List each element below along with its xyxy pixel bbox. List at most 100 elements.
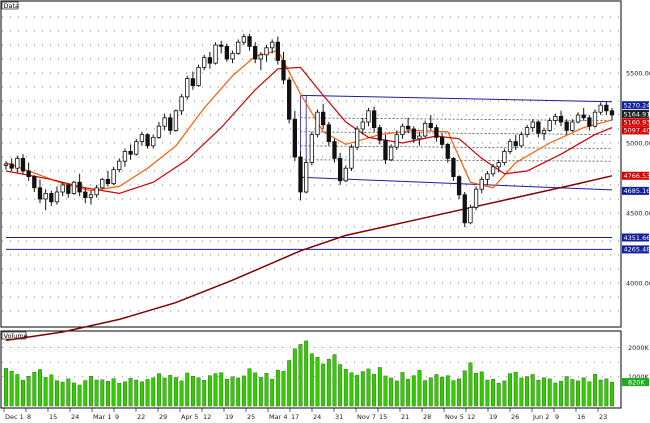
- price-bar: [326, 124, 331, 143]
- price-bar: [394, 134, 399, 148]
- volume-bar: [508, 373, 513, 407]
- volume-bar: [219, 372, 224, 407]
- price-bar: [570, 121, 575, 131]
- volume-panel-title: Volume: [4, 332, 28, 340]
- volume-bar: [151, 377, 156, 407]
- price-bar: [332, 141, 337, 159]
- x-tick-label: 29: [159, 413, 167, 421]
- price-bar: [445, 143, 450, 159]
- volume-bar: [247, 368, 252, 407]
- x-tick-label: 21: [401, 413, 409, 421]
- price-bar: [37, 187, 43, 200]
- x-tick-label: Apr 5: [181, 413, 198, 421]
- price-bar: [134, 141, 139, 155]
- volume-bars: [4, 340, 614, 407]
- price-bar: [270, 41, 275, 49]
- price-bar: [524, 127, 530, 135]
- volume-bar: [77, 384, 82, 407]
- volume-bar: [241, 375, 246, 407]
- price-bar: [77, 181, 82, 193]
- price-bar: [15, 157, 20, 169]
- price-bar: [9, 163, 14, 169]
- volume-bar: [94, 379, 99, 407]
- volume-bar: [38, 369, 42, 407]
- volume-bar: [553, 382, 558, 407]
- price-bar: [49, 192, 54, 203]
- volume-bar: [400, 372, 405, 407]
- volume-bar: [128, 378, 133, 407]
- price-bar: [94, 187, 99, 196]
- price-bar: [20, 157, 26, 172]
- volume-bar: [485, 379, 490, 407]
- price-badge: [622, 118, 649, 127]
- volume-tick-label: 1000K: [628, 373, 650, 381]
- price-bar: [224, 46, 230, 60]
- price-bar: [304, 162, 309, 193]
- volume-bar: [570, 379, 575, 407]
- price-bar: [354, 128, 360, 148]
- volume-bar: [513, 371, 518, 407]
- moving-average-2: [5, 66, 613, 195]
- price-bar: [456, 176, 462, 196]
- price-tick-label: 4500.00: [626, 209, 650, 217]
- price-badge-label: 4685.16: [624, 187, 650, 195]
- volume-bar: [326, 359, 331, 407]
- price-bar: [422, 123, 428, 137]
- price-badge: [622, 126, 649, 135]
- volume-bar: [15, 374, 20, 407]
- volume-bar: [264, 373, 269, 407]
- price-bar: [558, 116, 564, 123]
- x-tick-label: 12: [467, 413, 475, 421]
- price-bar: [541, 129, 547, 134]
- price-bar: [519, 134, 524, 147]
- volume-bar: [338, 364, 343, 407]
- volume-bar: [525, 376, 530, 407]
- price-bar: [168, 117, 173, 131]
- price-bar: [490, 166, 496, 175]
- price-bar: [298, 156, 303, 193]
- volume-bar: [559, 380, 563, 407]
- volume-bar: [519, 377, 524, 407]
- volume-bar: [304, 340, 309, 407]
- volume-bar: [491, 378, 496, 407]
- price-bar: [264, 47, 269, 56]
- volume-bar: [173, 377, 178, 407]
- volume-bar: [213, 373, 218, 407]
- price-bar: [26, 170, 31, 177]
- price-badge-label: 5097.40: [624, 127, 650, 135]
- volume-bar: [315, 357, 320, 407]
- volume-bar: [21, 380, 25, 407]
- volume-bar: [105, 380, 110, 407]
- price-bar: [377, 127, 382, 141]
- volume-bar: [49, 374, 54, 407]
- price-bar: [54, 191, 60, 203]
- volume-bar: [134, 379, 139, 407]
- volume-bar: [423, 380, 428, 407]
- volume-bar: [281, 371, 286, 407]
- price-bar: [315, 111, 320, 135]
- volume-bar: [230, 376, 235, 407]
- price-bar: [179, 96, 184, 112]
- volume-bar: [9, 371, 14, 407]
- volume-bar: [406, 378, 411, 407]
- volume-bar: [117, 383, 122, 407]
- price-badge: [622, 101, 649, 110]
- volume-bar: [434, 374, 439, 407]
- volume-bar: [275, 369, 280, 407]
- x-tick-label: 31: [335, 413, 343, 421]
- volume-bar: [428, 377, 433, 407]
- price-bar: [405, 125, 411, 130]
- price-tick-label: 5500.00: [626, 69, 650, 77]
- x-tick-label: 19: [489, 413, 497, 421]
- volume-bar: [502, 380, 507, 407]
- price-bar: [83, 191, 88, 198]
- volume-bar: [440, 376, 445, 407]
- volume-bar: [479, 371, 484, 407]
- volume-bar: [411, 375, 416, 407]
- volume-bar: [162, 377, 167, 407]
- price-bar: [151, 136, 156, 147]
- price-bar: [592, 111, 598, 127]
- price-bar: [473, 188, 479, 208]
